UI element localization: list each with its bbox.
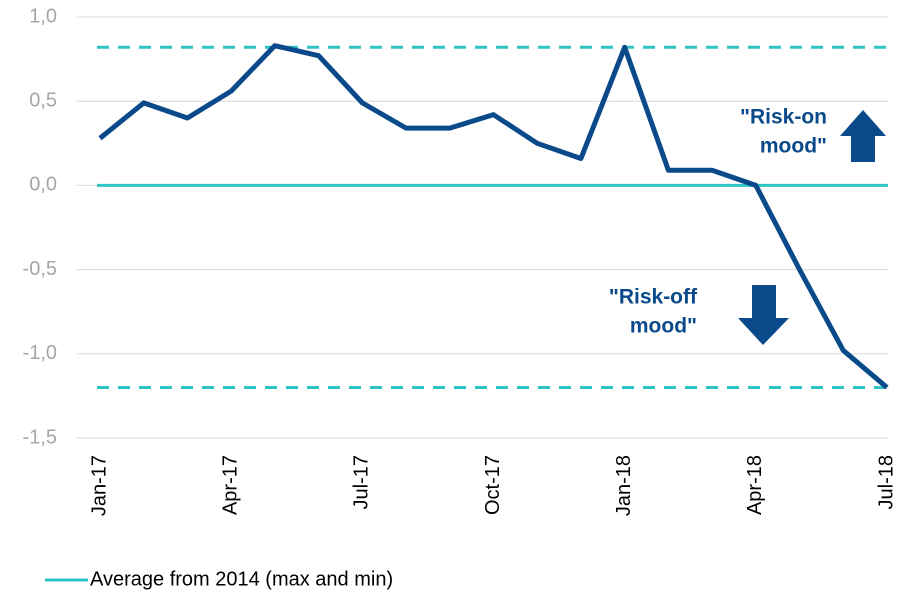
down-arrow [738,285,789,345]
data-line [98,43,889,390]
x-tick-label: Jul-18 [875,455,897,509]
x-tick-label: Jan-17 [88,455,110,516]
annotation: "Risk-on [740,106,827,129]
y-tick-label: 0,5 [29,89,57,111]
y-tick-label: -0,5 [23,258,57,280]
y-tick-label: 1,0 [29,5,57,27]
x-tick-label: Jan-18 [613,455,635,516]
legend-label: Average from 2014 (max and min) [90,568,393,590]
x-tick-label: Oct-17 [482,455,504,515]
y-tick-label: -1,5 [23,426,57,448]
x-tick-label: Jul-17 [351,455,373,509]
annotation: mood" [630,315,697,338]
x-tick-label: Apr-18 [744,455,766,515]
y-tick-label: -1,0 [23,342,57,364]
up-arrow [840,110,886,162]
annotation: "Risk-off [609,286,698,309]
y-tick-label: 0,0 [29,174,57,196]
x-tick-label: Apr-17 [219,455,241,515]
annotation: mood" [760,135,827,158]
